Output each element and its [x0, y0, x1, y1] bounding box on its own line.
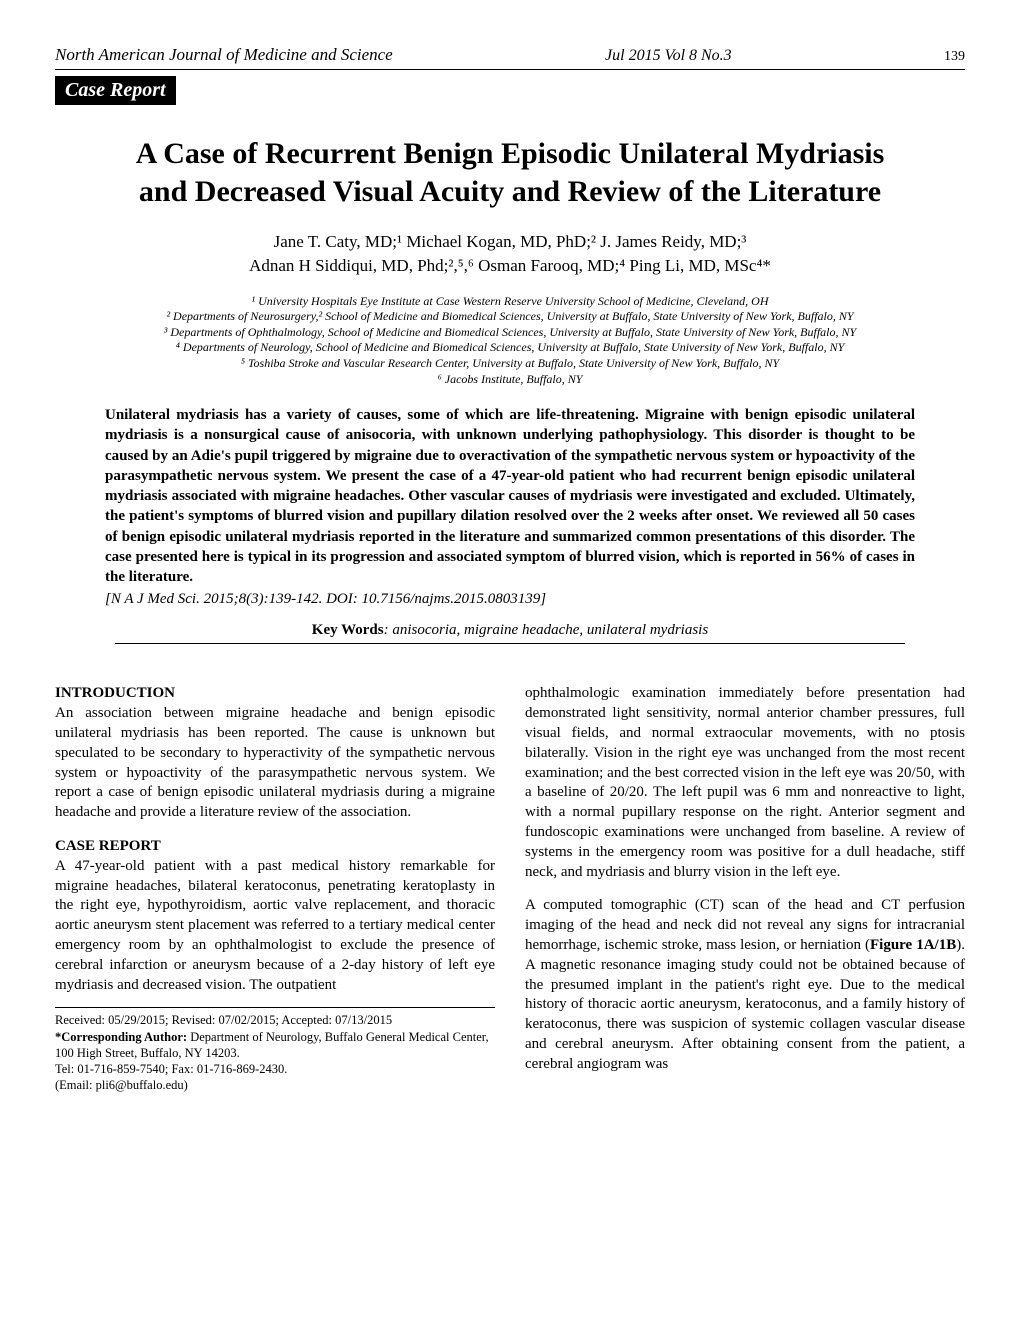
figure-reference: Figure 1A/1B	[870, 937, 956, 953]
keywords-divider	[115, 643, 905, 644]
affiliation-4: ⁴ Departments of Neurology, School of Me…	[55, 340, 965, 356]
introduction-heading: INTRODUCTION	[55, 684, 495, 704]
body-columns: INTRODUCTION An association between migr…	[55, 684, 965, 1093]
left-column: INTRODUCTION An association between migr…	[55, 684, 495, 1093]
contact-email: (Email: pli6@buffalo.edu)	[55, 1077, 495, 1093]
header-divider	[55, 69, 965, 70]
journal-name: North American Journal of Medicine and S…	[55, 45, 393, 65]
article-type-badge: Case Report	[55, 76, 176, 105]
case-report-para-right-2: A computed tomographic (CT) scan of the …	[525, 896, 965, 1074]
citation-line: [N A J Med Sci. 2015;8(3):139-142. DOI: …	[105, 591, 915, 608]
corresponding-author: *Corresponding Author: Department of Neu…	[55, 1029, 495, 1062]
authors-line-2: Adnan H Siddiqui, MD, Phd;²,⁵,⁶ Osman Fa…	[55, 254, 965, 278]
keywords-label: Key Words	[312, 622, 384, 638]
affiliation-1: ¹ University Hospitals Eye Institute at …	[55, 294, 965, 310]
footer-info: Received: 05/29/2015; Revised: 07/02/201…	[55, 1012, 495, 1093]
keywords-line: Key Words: anisocoria, migraine headache…	[105, 622, 915, 639]
introduction-paragraph: An association between migraine headache…	[55, 704, 495, 823]
case-report-para-right-1: ophthalmologic examination immediately b…	[525, 684, 965, 882]
article-title: A Case of Recurrent Benign Episodic Unil…	[115, 135, 905, 210]
received-dates: Received: 05/29/2015; Revised: 07/02/201…	[55, 1012, 495, 1028]
page-number: 139	[944, 49, 965, 65]
right-column: ophthalmologic examination immediately b…	[525, 684, 965, 1093]
affiliation-3: ³ Departments of Ophthalmology, School o…	[55, 325, 965, 341]
affiliation-2: ² Departments of Neurosurgery,² School o…	[55, 309, 965, 325]
case-report-para-left: A 47-year-old patient with a past medica…	[55, 857, 495, 996]
affiliation-5: ⁵ Toshiba Stroke and Vascular Research C…	[55, 356, 965, 372]
contact-tel: Tel: 01-716-859-7540; Fax: 01-716-869-24…	[55, 1061, 495, 1077]
author-list: Jane T. Caty, MD;¹ Michael Kogan, MD, Ph…	[55, 230, 965, 278]
abstract-text: Unilateral mydriasis has a variety of ca…	[105, 405, 915, 587]
affiliations: ¹ University Hospitals Eye Institute at …	[55, 294, 965, 388]
issue-info: Jul 2015 Vol 8 No.3	[605, 47, 732, 65]
case-report-heading: CASE REPORT	[55, 837, 495, 857]
footer-divider	[55, 1007, 495, 1008]
affiliation-6: ⁶ Jacobs Institute, Buffalo, NY	[55, 372, 965, 388]
keywords-value: : anisocoria, migraine headache, unilate…	[384, 622, 709, 638]
page-header: North American Journal of Medicine and S…	[55, 45, 965, 65]
authors-line-1: Jane T. Caty, MD;¹ Michael Kogan, MD, Ph…	[55, 230, 965, 254]
